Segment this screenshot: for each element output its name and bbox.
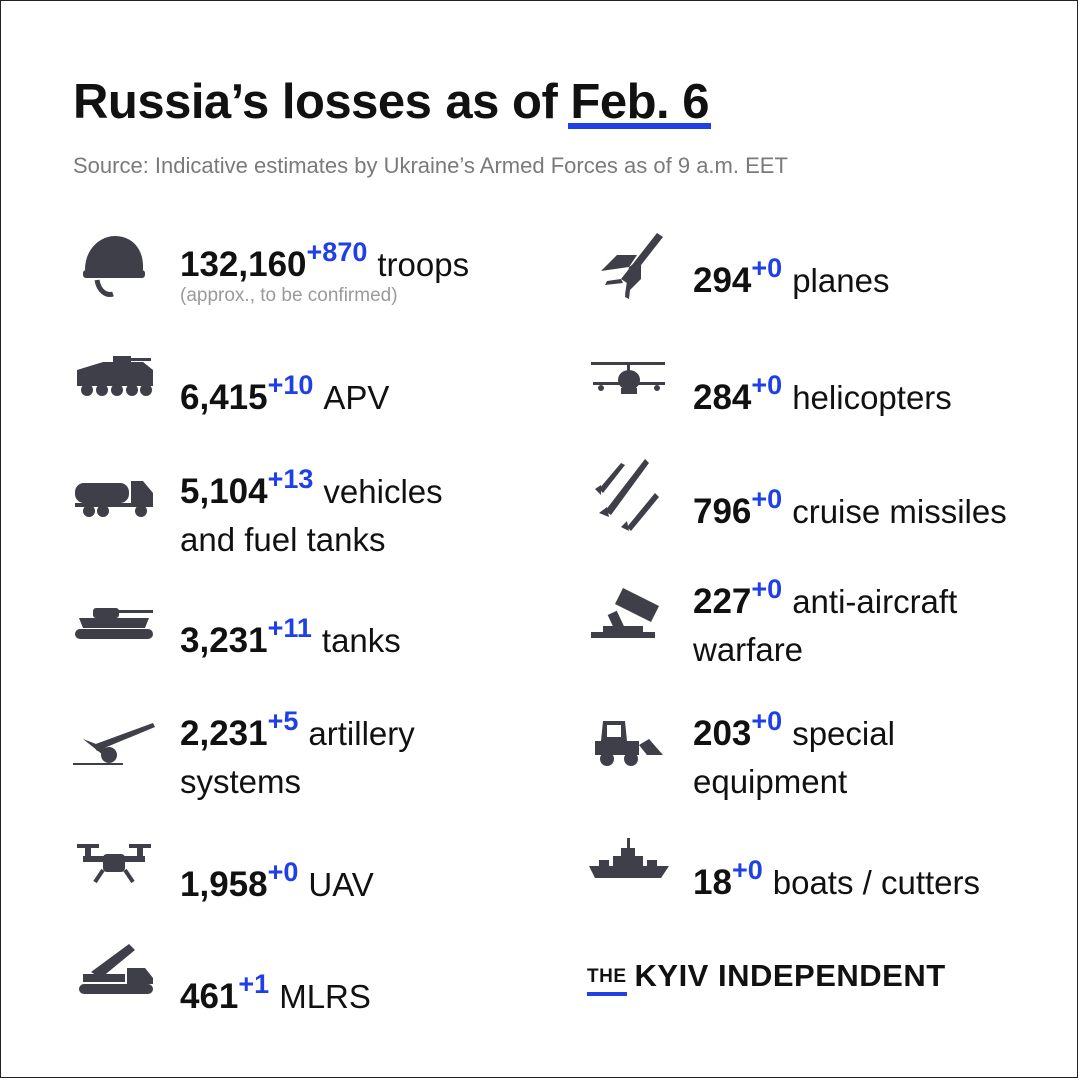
stat-label: vehicles (323, 473, 443, 510)
fuel-truck-icon (73, 455, 157, 539)
stat-delta: +0 (731, 855, 763, 885)
title-middle: as of (445, 75, 558, 129)
stat-note: (approx., to be confirmed) (180, 285, 398, 306)
stat-delta: +870 (306, 237, 368, 267)
stat-value: 294 (693, 261, 752, 300)
stat-delta: +13 (267, 464, 314, 494)
loader-icon (587, 699, 671, 783)
stat-cruise-missiles: 796+0 cruise missiles (587, 455, 1067, 565)
stat-label: planes (792, 262, 890, 299)
source-note: Source: Indicative estimates by Ukraine’… (73, 153, 788, 178)
brand-underline (587, 992, 627, 996)
stat-anti-aircraft: 227+0 anti-aircraft warfare (587, 565, 1067, 675)
stat-label: troops (377, 246, 470, 283)
stat-value: 796 (693, 492, 752, 531)
stat-delta: +5 (267, 706, 299, 736)
stat-vehicles: 5,104+13 vehicles and fuel tanks (73, 455, 573, 565)
stat-delta: +0 (751, 484, 783, 514)
brand-logo: THE KYIV INDEPENDENT (587, 958, 946, 996)
stat-value: 5,104 (180, 472, 268, 511)
stat-value: 461 (180, 977, 239, 1016)
stat-apv: 6,415+10 APV (73, 345, 573, 455)
stat-label: MLRS (279, 978, 371, 1015)
stat-label: special (792, 715, 895, 752)
stat-value: 6,415 (180, 378, 268, 417)
stat-value: 1,958 (180, 865, 268, 904)
stat-label: artillery (308, 715, 415, 752)
stat-delta: +0 (751, 370, 783, 400)
artillery-icon (73, 699, 157, 783)
stat-delta: +10 (267, 370, 314, 400)
stat-label: cruise missiles (792, 493, 1007, 530)
stat-label-2: and fuel tanks (180, 521, 386, 558)
stat-delta: +0 (751, 706, 783, 736)
stat-planes: 294+0 planes (587, 228, 1067, 338)
stat-delta: +11 (267, 613, 312, 643)
stat-label-2: systems (180, 763, 302, 800)
stat-delta: +0 (267, 857, 299, 887)
drone-icon (73, 824, 157, 908)
stat-text: 6,415+10 APV (180, 361, 389, 422)
title-date-text: Feb. 6 (570, 75, 709, 129)
stat-text: 461+1 MLRS (180, 960, 371, 1021)
stat-delta: +0 (751, 253, 783, 283)
title-date: Feb. 6 (568, 74, 711, 130)
stat-text: 132,160+870 troops (approx., to be confirm… (180, 228, 469, 307)
stat-label: APV (323, 379, 390, 416)
stat-text: 203+0 special equipment (693, 697, 895, 806)
stat-mlrs: 461+1 MLRS (73, 940, 573, 1050)
brand-the: THE (587, 966, 627, 996)
stat-label-2: equipment (693, 763, 848, 800)
title-prefix: Russia’s losses (73, 75, 432, 129)
stat-delta: +1 (238, 969, 270, 999)
stat-boats: 18+0 boats / cutters (587, 830, 1067, 940)
stat-value: 132,160 (180, 245, 307, 284)
stat-label-2: warfare (693, 631, 804, 668)
stat-special-equipment: 203+0 special equipment (587, 697, 1067, 807)
brand-the-text: THE (587, 966, 627, 987)
date-underline (568, 123, 711, 129)
stat-text: 294+0 planes (693, 244, 889, 305)
stat-label: helicopters (792, 379, 952, 416)
stat-text: 3,231+11 tanks (180, 604, 401, 665)
stat-text: 2,231+5 artillery systems (180, 697, 415, 806)
stat-troops: 132,160+870 troops (approx., to be confirm… (73, 228, 573, 338)
stat-value: 18 (693, 863, 732, 902)
stat-text: 796+0 cruise missiles (693, 475, 1007, 536)
stat-text: 1,958+0 UAV (180, 848, 374, 909)
stat-label: UAV (308, 866, 374, 903)
stat-text: 18+0 boats / cutters (693, 846, 980, 907)
stat-tanks: 3,231+11 tanks (73, 588, 573, 698)
brand-name: KYIV INDEPENDENT (634, 958, 946, 993)
stat-value: 2,231 (180, 714, 268, 753)
stat-text: 5,104+13 vehicles and fuel tanks (180, 455, 443, 564)
missiles-icon (587, 455, 671, 539)
stat-value: 284 (693, 378, 752, 417)
stat-label: anti-aircraft (792, 583, 958, 620)
stat-value: 3,231 (180, 621, 268, 660)
helmet-icon (73, 224, 157, 308)
stat-label: boats / cutters (772, 864, 980, 901)
stat-value: 203 (693, 714, 752, 753)
stat-text: 284+0 helicopters (693, 361, 952, 422)
stat-label: tanks (321, 622, 401, 659)
stat-delta: +0 (751, 574, 783, 604)
mlrs-icon (73, 932, 157, 1016)
stat-uav: 1,958+0 UAV (73, 830, 573, 940)
tank-icon (73, 582, 157, 666)
stat-text: 227+0 anti-aircraft warfare (693, 565, 957, 674)
stat-value: 227 (693, 582, 752, 621)
apc-icon (73, 340, 157, 424)
ship-icon (587, 822, 671, 906)
stat-helicopters: 284+0 helicopters (587, 345, 1067, 455)
plane-icon (587, 225, 671, 309)
helicopter-icon (587, 340, 671, 424)
anti-aircraft-icon (587, 570, 671, 654)
page-title: Russia’s losses as of Feb. 6 (73, 74, 711, 130)
stat-artillery: 2,231+5 artillery systems (73, 697, 573, 807)
